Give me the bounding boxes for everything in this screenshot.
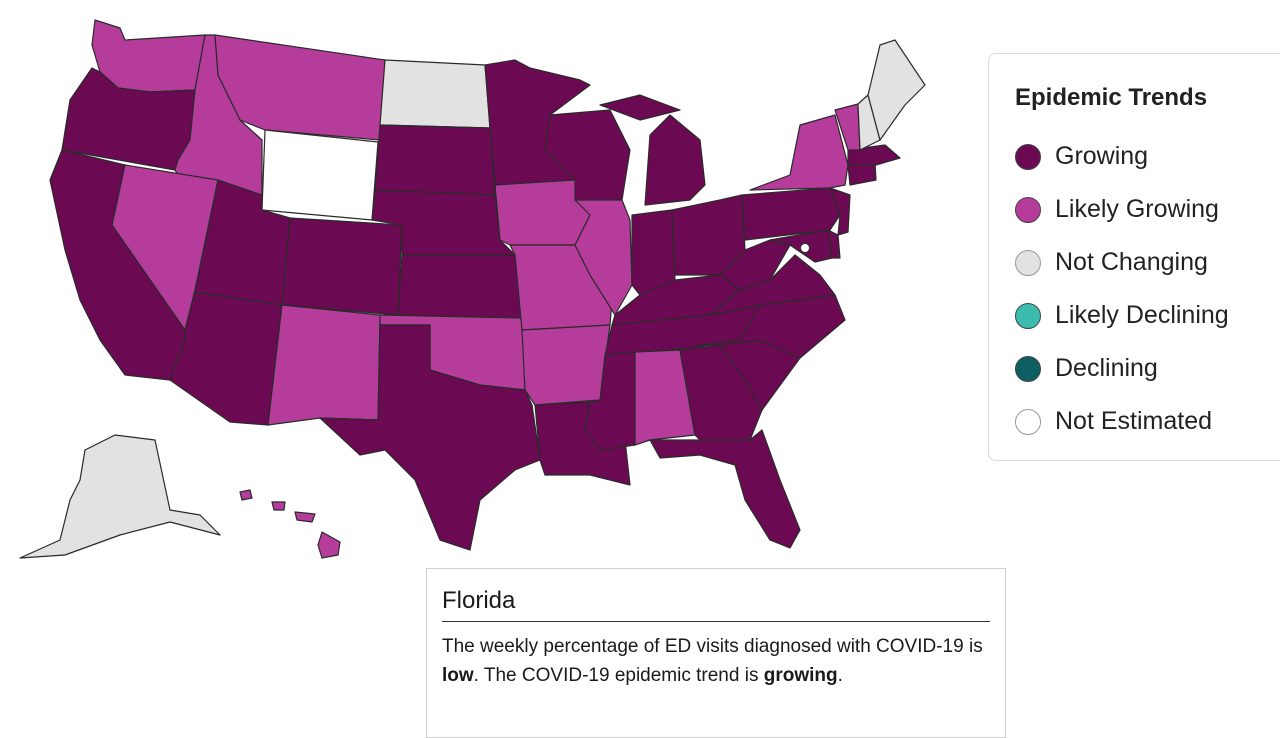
state-new-jersey[interactable] (829, 187, 851, 236)
state-pennsylvania[interactable] (741, 187, 841, 241)
state-north-carolina[interactable] (699, 294, 846, 359)
legend-swatch-likely-declining (1015, 302, 1041, 329)
legend-title: Epidemic Trends (1015, 84, 1208, 111)
state-hawaii[interactable] (239, 489, 341, 559)
legend-label: Declining (1055, 354, 1158, 382)
legend-label: Not Changing (1055, 248, 1208, 276)
state-florida[interactable] (649, 429, 801, 549)
tooltip-text-2: . The COVID-19 epidemic trend is (473, 665, 764, 686)
state-maine[interactable] (867, 39, 926, 141)
tooltip-state-name: Florida (442, 587, 990, 622)
legend-label: Growing (1055, 142, 1149, 170)
legend-item-declining: Declining (1015, 342, 1280, 395)
state-colorado[interactable] (281, 217, 403, 316)
state-south-dakota[interactable] (374, 124, 496, 196)
district-of-columbia-marker[interactable] (800, 243, 810, 253)
legend-swatch-growing (1015, 143, 1041, 170)
legend-item-not-estimated: Not Estimated (1015, 395, 1280, 448)
state-new-mexico[interactable] (267, 304, 381, 426)
legend-swatch-likely-growing (1015, 196, 1041, 223)
state-north-dakota[interactable] (379, 59, 491, 129)
legend-label: Likely Declining (1055, 301, 1229, 329)
state-alabama[interactable] (634, 349, 696, 446)
legend-item-likely-declining: Likely Declining (1015, 289, 1280, 342)
state-delaware[interactable] (827, 229, 841, 259)
state-michigan[interactable] (599, 94, 706, 206)
tooltip-text-1: The weekly percentage of ED visits diagn… (442, 636, 983, 657)
state-arkansas[interactable] (521, 324, 611, 406)
tooltip-trend: growing (763, 665, 838, 686)
state-kansas[interactable] (397, 254, 523, 319)
state-alaska[interactable] (19, 434, 221, 559)
tooltip-description: The weekly percentage of ED visits diagn… (442, 632, 990, 690)
state-wyoming[interactable] (261, 129, 379, 221)
state-new-york[interactable] (749, 114, 849, 191)
legend-label: Likely Growing (1055, 195, 1219, 223)
tooltip-text-3: . (837, 665, 843, 686)
legend-swatch-not-estimated (1015, 408, 1041, 435)
legend-swatch-not-changing (1015, 249, 1041, 276)
legend-item-growing: Growing (1015, 130, 1280, 183)
legend-item-likely-growing: Likely Growing (1015, 183, 1280, 236)
legend-item-not-changing: Not Changing (1015, 236, 1280, 289)
legend-label: Not Estimated (1055, 407, 1213, 435)
state-texas[interactable] (319, 324, 541, 551)
tooltip-level: low (442, 665, 474, 686)
state-tooltip: Florida The weekly percentage of ED visi… (426, 568, 1006, 738)
legend-swatch-declining (1015, 355, 1041, 382)
legend-panel: Epidemic Trends Growing Likely Growing N… (988, 53, 1280, 461)
us-states-map (19, 19, 926, 559)
